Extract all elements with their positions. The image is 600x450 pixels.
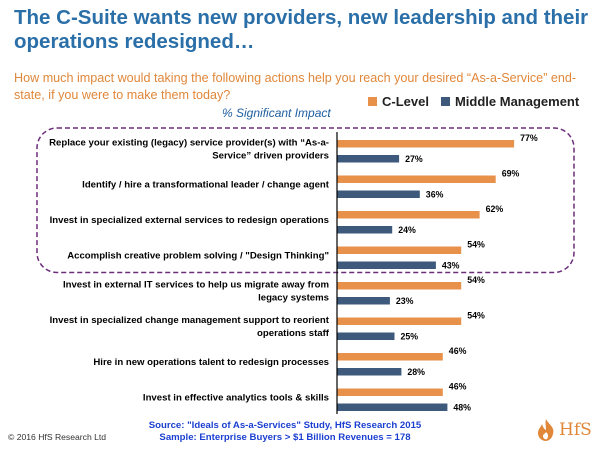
bar-middle-management — [337, 155, 400, 163]
data-label-middle-management: 43% — [442, 261, 460, 271]
flame-icon — [538, 419, 554, 441]
data-label-c-level: 69% — [502, 169, 520, 179]
legend-swatch-c-level — [368, 97, 377, 106]
data-label-middle-management: 27% — [405, 154, 423, 164]
category-label: Accomplish creative problem solving / "D… — [67, 251, 329, 262]
bar-middle-management — [337, 226, 393, 234]
data-label-c-level: 46% — [449, 346, 467, 356]
bar-c-level — [337, 388, 443, 396]
data-label-middle-management: 24% — [398, 225, 416, 235]
bar-middle-management — [337, 261, 436, 269]
bar-middle-management — [337, 332, 395, 340]
bar-middle-management — [337, 403, 448, 411]
logo-text: HfS — [559, 420, 592, 440]
hfs-logo: HfS — [535, 418, 592, 442]
category-label: Invest in effective analytics tools & sk… — [143, 393, 329, 404]
legend: C-Level Middle Management — [368, 94, 585, 109]
data-label-c-level: 54% — [467, 311, 485, 321]
category-label: Identify / hire a transformational leade… — [82, 180, 330, 191]
bar-c-level — [337, 211, 480, 219]
category-label: Replace your existing (legacy) service p… — [49, 138, 329, 162]
legend-label-middle-management: Middle Management — [454, 94, 580, 109]
bar-c-level — [337, 140, 515, 148]
legend-swatch-middle-management — [440, 97, 450, 106]
source-note: Source: "Ideals of As-a-Services" Study,… — [120, 420, 450, 444]
category-label: Hire in new operations talent to redesig… — [93, 357, 329, 368]
chart-title: The C-Suite wants new providers, new lea… — [14, 6, 589, 53]
bar-c-level — [337, 353, 443, 361]
data-label-c-level: 46% — [449, 382, 467, 392]
source-line-2: Sample: Enterprise Buyers > $1 Billion R… — [159, 432, 411, 443]
highlight-box — [36, 127, 575, 274]
bar-c-level — [337, 175, 496, 183]
legend-label-c-level: C-Level — [382, 94, 429, 109]
source-line-1: Source: "Ideals of As-a-Services" Study,… — [148, 420, 422, 431]
copyright: © 2016 HfS Research Ltd — [8, 432, 107, 442]
metric-label: % Significant Impact — [222, 106, 331, 120]
category-label: Invest in external IT services to help u… — [63, 280, 329, 304]
data-label-c-level: 54% — [467, 240, 485, 250]
bar-c-level — [337, 246, 462, 254]
category-label: Invest in specialized change management … — [50, 315, 330, 339]
bar-c-level — [337, 282, 462, 290]
data-label-middle-management: 23% — [396, 296, 414, 306]
data-label-c-level: 54% — [467, 275, 485, 285]
legend-item-middle-management: Middle Management — [440, 94, 580, 109]
legend-item-c-level: C-Level — [368, 94, 429, 109]
chart-subtitle: How much impact would taking the followi… — [14, 71, 577, 102]
bar-middle-management — [337, 297, 390, 305]
bar-middle-management — [337, 368, 402, 376]
category-label: Invest in specialized external services … — [50, 215, 329, 226]
data-label-middle-management: 36% — [426, 190, 444, 200]
data-label-middle-management: 28% — [407, 367, 425, 377]
data-label-middle-management: 48% — [453, 403, 471, 413]
bar-middle-management — [337, 190, 420, 198]
data-label-c-level: 62% — [486, 204, 504, 214]
data-label-c-level: 77% — [520, 133, 538, 143]
bar-c-level — [337, 317, 462, 325]
data-label-middle-management: 25% — [401, 332, 419, 342]
